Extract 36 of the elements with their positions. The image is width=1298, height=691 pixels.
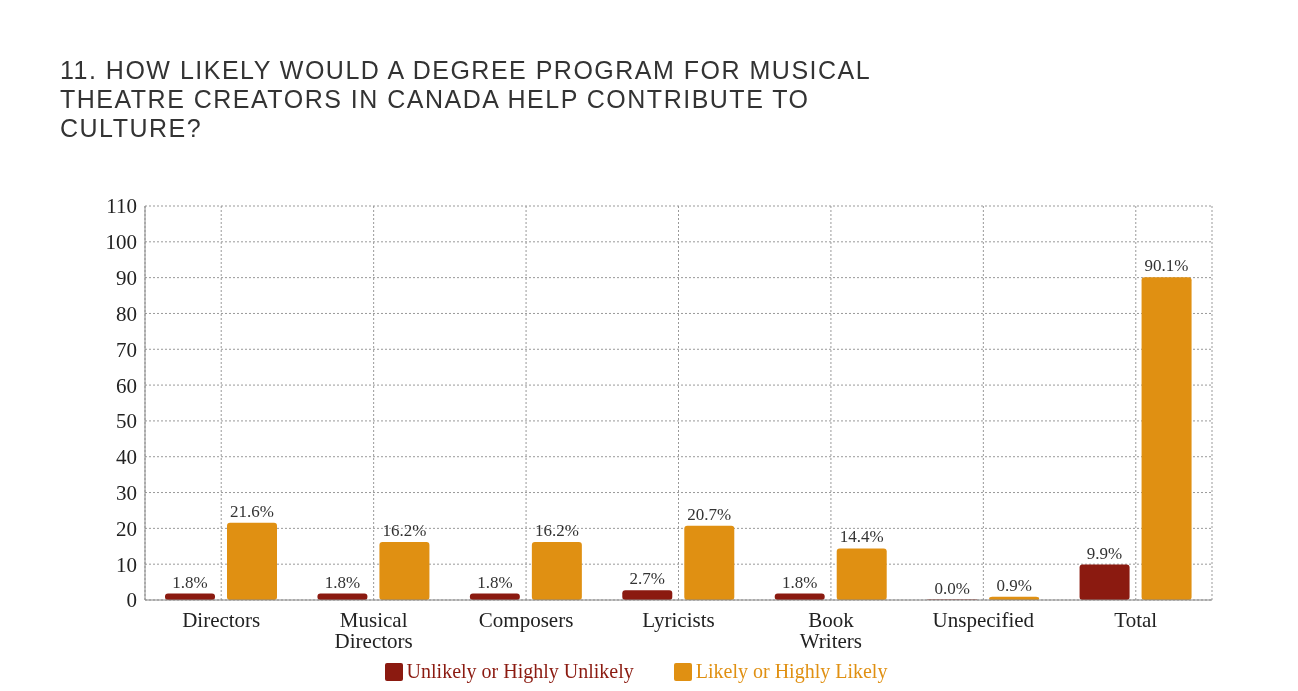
- legend-label: Likely or Highly Likely: [694, 660, 888, 683]
- y-tick-label: 20: [116, 516, 137, 541]
- y-tick-label: 10: [116, 552, 137, 577]
- chart-title: 11. HOW LIKELY WOULD A DEGREE PROGRAM FOR MUSICAL THEATRE CREATORS IN CANADA HELP CONTRIBUTE TO CULTURE?: [60, 56, 872, 143]
- x-tick-label: Lyricists: [642, 607, 715, 632]
- data-label: 1.8%: [477, 572, 513, 592]
- legend-label: Unlikely or Highly Unlikely: [405, 660, 634, 683]
- y-tick-label: 90: [116, 266, 137, 291]
- x-tick-label: Book Writers: [799, 607, 862, 653]
- data-label: 1.8%: [172, 572, 208, 592]
- data-label: 1.8%: [782, 572, 818, 592]
- data-label: 0.9%: [996, 575, 1032, 595]
- data-label: 20.7%: [687, 504, 732, 524]
- y-tick-label: 30: [116, 481, 137, 505]
- x-tick-label: Total: [1114, 607, 1158, 632]
- data-label: 90.1%: [1144, 256, 1189, 276]
- data-label: 9.9%: [1086, 543, 1123, 563]
- y-tick-label: 70: [116, 337, 137, 362]
- data-label: 14.4%: [839, 527, 884, 547]
- y-tick-label: 110: [106, 194, 137, 219]
- y-tick-label: 50: [116, 409, 137, 434]
- x-tick-label: Musical Directors: [334, 607, 413, 653]
- y-tick-label: 80: [116, 301, 137, 326]
- y-tick-label: 100: [105, 230, 137, 255]
- y-tick-label: 40: [116, 445, 137, 470]
- x-tick-label: Directors: [182, 607, 261, 632]
- y-tick-label: 0: [126, 588, 137, 613]
- x-tick-label: Composers: [478, 607, 574, 632]
- data-label: 16.2%: [382, 520, 427, 540]
- data-label: 1.8%: [324, 572, 361, 592]
- data-label: 21.6%: [230, 501, 274, 521]
- x-tick-label: Unspecified: [932, 607, 1035, 632]
- y-tick-label: 60: [116, 373, 137, 398]
- data-label: 0.0%: [934, 579, 970, 598]
- data-label: 16.2%: [534, 520, 579, 540]
- data-label: 2.7%: [629, 569, 665, 589]
